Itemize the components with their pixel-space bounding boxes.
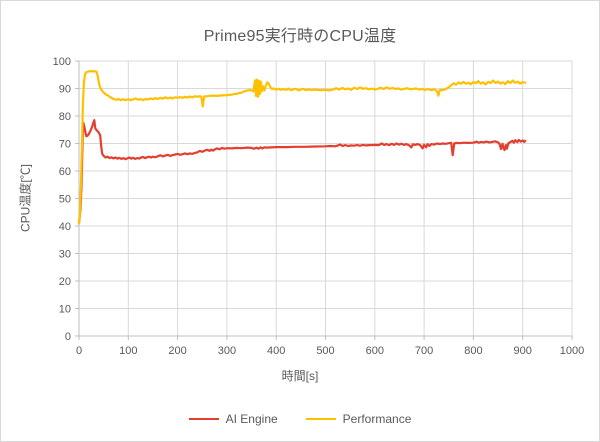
svg-text:100: 100 xyxy=(53,56,71,68)
svg-text:0: 0 xyxy=(76,345,82,357)
legend-label-ai-engine: AI Engine xyxy=(225,412,278,426)
svg-text:900: 900 xyxy=(514,345,532,357)
svg-text:800: 800 xyxy=(464,345,482,357)
svg-text:20: 20 xyxy=(59,276,71,288)
gridlines xyxy=(79,60,573,336)
legend-line-swatch-red xyxy=(188,417,219,421)
y-tick-labels: 0 10 20 30 40 50 60 70 80 90 100 xyxy=(53,56,71,343)
svg-text:0: 0 xyxy=(65,331,71,343)
svg-text:40: 40 xyxy=(59,221,71,233)
svg-text:1000: 1000 xyxy=(560,345,584,357)
svg-text:200: 200 xyxy=(168,345,186,357)
svg-text:30: 30 xyxy=(59,249,71,261)
y-axis-title: CPU温度[℃] xyxy=(18,163,33,233)
x-axis-title: 時間[s] xyxy=(281,369,319,383)
x-tick-labels: 0 100 200 300 400 500 600 700 800 900 1000 xyxy=(76,345,584,357)
svg-text:80: 80 xyxy=(59,111,71,123)
svg-text:300: 300 xyxy=(218,345,236,357)
svg-text:700: 700 xyxy=(415,345,433,357)
legend-item-ai-engine: AI Engine xyxy=(188,412,278,426)
svg-text:500: 500 xyxy=(316,345,334,357)
svg-text:100: 100 xyxy=(119,345,137,357)
series-line-performance xyxy=(77,70,527,225)
svg-text:70: 70 xyxy=(59,139,71,151)
legend-line-swatch-gold xyxy=(305,417,336,421)
svg-text:50: 50 xyxy=(59,194,71,206)
legend-item-performance: Performance xyxy=(305,412,412,426)
axes xyxy=(75,60,573,340)
series-line-ai-engine xyxy=(77,118,527,225)
chart-title: Prime95実行時のCPU温度 xyxy=(203,28,397,45)
svg-text:10: 10 xyxy=(59,304,71,316)
svg-text:60: 60 xyxy=(59,166,71,178)
svg-text:400: 400 xyxy=(267,345,285,357)
legend-label-performance: Performance xyxy=(342,412,412,426)
svg-text:600: 600 xyxy=(366,345,384,357)
legend: AI Engine Performance xyxy=(1,412,599,426)
svg-text:90: 90 xyxy=(59,84,71,96)
